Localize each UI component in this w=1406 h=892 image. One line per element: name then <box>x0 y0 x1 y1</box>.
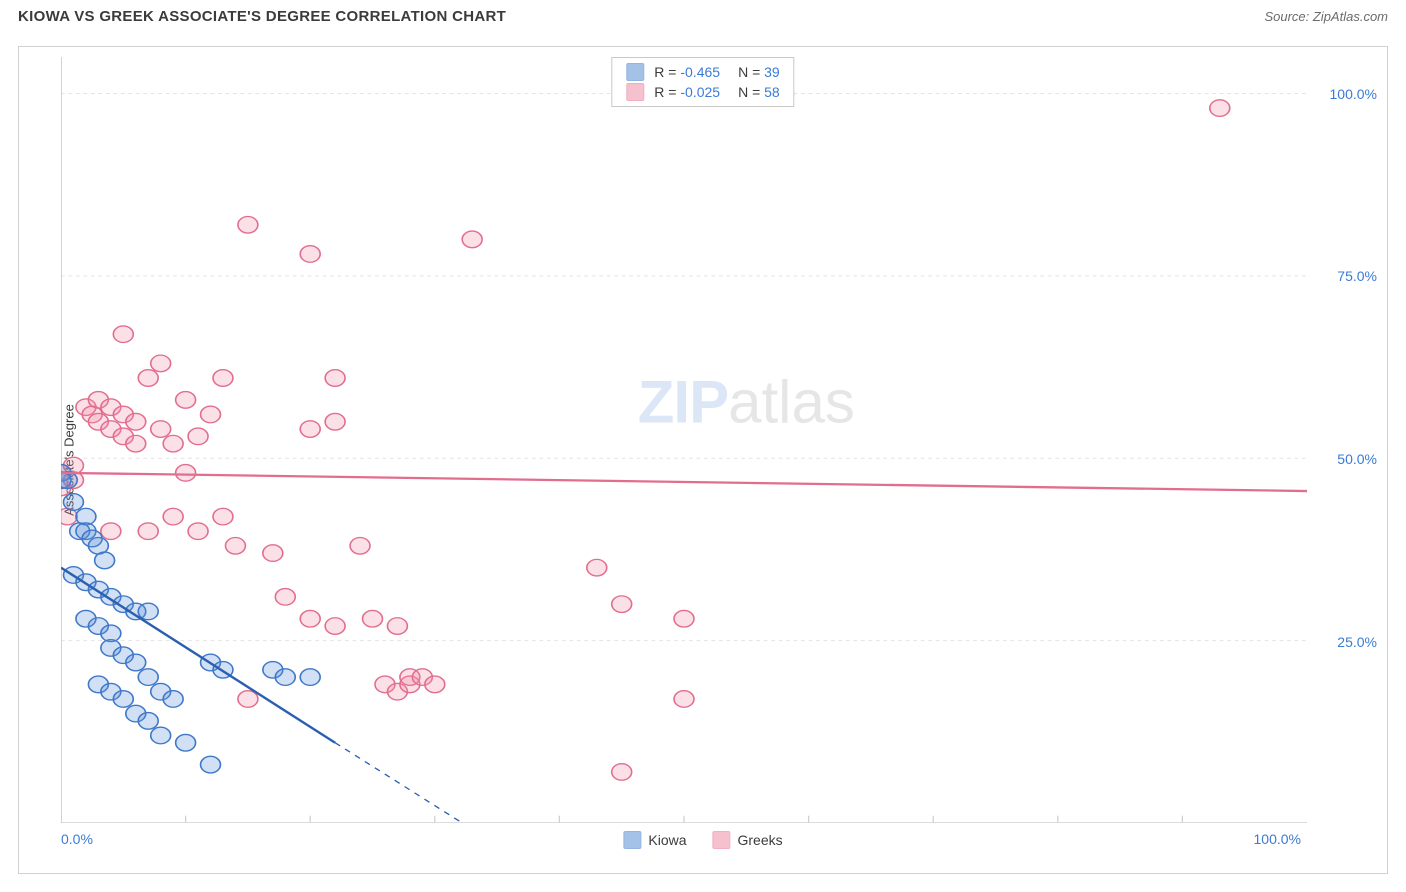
plot-area: ZIPatlas <box>61 57 1307 823</box>
y-tick-label: 25.0% <box>1337 634 1377 650</box>
y-tick-label: 75.0% <box>1337 268 1377 284</box>
x-tick-100: 100.0% <box>1254 831 1301 847</box>
legend-item-kiowa: Kiowa <box>623 831 686 849</box>
x-tick-0: 0.0% <box>61 831 93 847</box>
stats-row-greeks: R = -0.025 N = 58 <box>626 82 779 102</box>
legend-swatch-greeks <box>713 831 731 849</box>
legend-item-greeks: Greeks <box>713 831 783 849</box>
chart-title: KIOWA VS GREEK ASSOCIATE'S DEGREE CORREL… <box>18 8 506 25</box>
source-label: Source: ZipAtlas.com <box>1264 9 1388 24</box>
y-tick-label: 50.0% <box>1337 451 1377 467</box>
y-tick-label: 100.0% <box>1330 86 1377 102</box>
bottom-legend: Kiowa Greeks <box>623 831 782 849</box>
stats-swatch-kiowa <box>626 63 644 81</box>
legend-swatch-kiowa <box>623 831 641 849</box>
stats-row-kiowa: R = -0.465 N = 39 <box>626 62 779 82</box>
stats-swatch-greeks <box>626 83 644 101</box>
chart-container: Associate's Degree ZIPatlas 0.0% 100.0% … <box>18 46 1388 874</box>
stats-legend: R = -0.465 N = 39 R = -0.025 N = 58 <box>611 57 794 107</box>
legend-label-greeks: Greeks <box>738 832 783 848</box>
legend-label-kiowa: Kiowa <box>648 832 686 848</box>
